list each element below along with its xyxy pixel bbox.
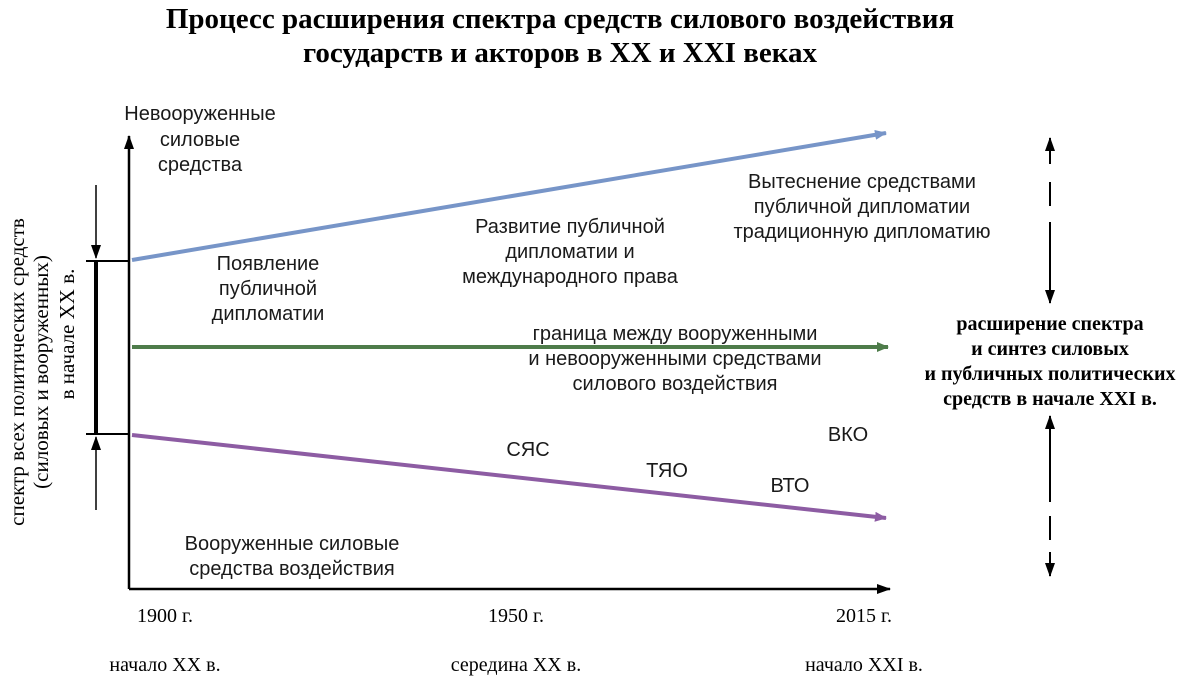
x-period-2: середина XX в.	[451, 654, 581, 676]
right-note-4: средств в начале XXI в.	[943, 388, 1157, 410]
emergence-label-3: дипломатии	[212, 303, 325, 325]
right-note-1: расширение спектра	[956, 313, 1143, 335]
x-tick-1900: 1900 г.	[137, 605, 193, 627]
development-label-1: Развитие публичной	[475, 216, 665, 238]
vertical-caption: спектр всех политических средств (силовы…	[5, 218, 79, 526]
displacement-label-1: Вытеснение средствами	[748, 171, 976, 193]
weapon-syas: СЯС	[506, 439, 549, 461]
x-period-1: начало XX в.	[109, 654, 220, 676]
development-label-2: дипломатии и	[505, 241, 634, 263]
development-label-3: международного права	[462, 266, 679, 288]
x-tick-1950: 1950 г.	[488, 605, 544, 627]
weapon-vko: ВКО	[828, 424, 868, 446]
vertical-caption-3: в начале XX в.	[55, 269, 79, 400]
title-line-2: государств и акторов в XX и XXI веках	[303, 37, 818, 69]
y-top-label-2: силовые	[160, 129, 240, 151]
armed-label-1: Вооруженные силовые	[185, 533, 400, 555]
emergence-label-2: публичной	[219, 278, 317, 300]
right-note-2: и синтез силовых	[971, 338, 1129, 360]
vertical-caption-1: спектр всех политических средств	[5, 218, 29, 526]
right-note-3: и публичных политических	[924, 363, 1175, 385]
y-top-label-3: средства	[158, 154, 243, 176]
x-period-3: начало XXI в.	[805, 654, 923, 676]
displacement-label-3: традиционную дипломатию	[733, 221, 990, 243]
y-top-label-1: Невооруженные	[124, 103, 275, 125]
boundary-label-2: и невооруженными средствами	[528, 348, 821, 370]
armed-label-2: средства воздействия	[189, 558, 395, 580]
emergence-label-1: Появление	[217, 253, 320, 275]
weapon-vto: ВТО	[771, 475, 810, 497]
boundary-label-1: граница между вооруженными	[533, 323, 818, 345]
title-line-1: Процесс расширения спектра средств силов…	[166, 3, 954, 35]
boundary-label-3: силового воздействия	[572, 373, 777, 395]
vertical-caption-2: (силовых и вооруженных)	[29, 255, 53, 489]
purple-line	[131, 433, 887, 522]
displacement-label-2: публичной дипломатии	[754, 196, 970, 218]
x-tick-2015: 2015 г.	[836, 605, 892, 627]
blue-line	[131, 129, 887, 262]
weapon-tyao: ТЯО	[646, 460, 688, 482]
